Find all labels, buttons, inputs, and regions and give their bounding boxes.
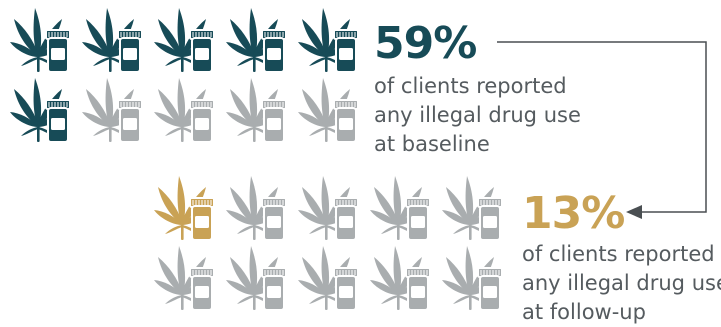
followup-icon-5-muted [440, 172, 510, 242]
cannabis-leaf-and-pill-bottle-icon [226, 8, 287, 73]
cannabis-leaf-and-pill-bottle-icon [298, 246, 359, 311]
cannabis-leaf-and-pill-bottle-icon [226, 246, 287, 311]
cannabis-leaf-and-pill-bottle-icon [370, 246, 431, 311]
baseline-caption-line-2: any illegal drug use [374, 103, 581, 127]
baseline-percent: 59% [374, 18, 477, 69]
cannabis-leaf-and-pill-bottle-icon [154, 176, 215, 241]
baseline-icon-5-highlighted [296, 4, 366, 74]
baseline-icon-3-highlighted [152, 4, 222, 74]
baseline-stat: 59% of clients reported any illegal drug… [374, 20, 581, 159]
cannabis-leaf-and-pill-bottle-icon [226, 78, 287, 143]
cannabis-leaf-and-pill-bottle-icon [10, 78, 71, 143]
followup-icon-1-highlighted [152, 172, 222, 242]
cannabis-leaf-and-pill-bottle-icon [370, 176, 431, 241]
cannabis-leaf-and-pill-bottle-icon [10, 8, 71, 73]
cannabis-leaf-and-pill-bottle-icon [298, 8, 359, 73]
followup-stat: 13% of clients reported any illegal drug… [522, 190, 721, 327]
followup-icon-7-muted [224, 242, 294, 312]
followup-icon-4-muted [368, 172, 438, 242]
followup-caption: of clients reported any illegal drug use… [522, 240, 721, 327]
cannabis-leaf-and-pill-bottle-icon [298, 78, 359, 143]
followup-icon-2-muted [224, 172, 294, 242]
cannabis-leaf-and-pill-bottle-icon [442, 176, 503, 241]
followup-caption-line-1: of clients reported [522, 242, 715, 266]
baseline-icon-2-highlighted [80, 4, 150, 74]
cannabis-leaf-and-pill-bottle-icon [154, 8, 215, 73]
cannabis-leaf-and-pill-bottle-icon [442, 246, 503, 311]
followup-icon-6-muted [152, 242, 222, 312]
baseline-caption-line-3: at baseline [374, 132, 490, 156]
followup-percent: 13% [522, 188, 625, 239]
followup-icon-3-muted [296, 172, 366, 242]
baseline-caption: of clients reported any illegal drug use… [374, 72, 581, 159]
cannabis-leaf-and-pill-bottle-icon [154, 246, 215, 311]
followup-caption-line-2: any illegal drug use [522, 271, 721, 295]
followup-icon-10-muted [440, 242, 510, 312]
baseline-icon-9-muted [224, 74, 294, 144]
cannabis-leaf-and-pill-bottle-icon [298, 176, 359, 241]
followup-icon-8-muted [296, 242, 366, 312]
cannabis-leaf-and-pill-bottle-icon [226, 176, 287, 241]
baseline-icon-10-muted [296, 74, 366, 144]
cannabis-leaf-and-pill-bottle-icon [154, 78, 215, 143]
baseline-icon-4-highlighted [224, 4, 294, 74]
baseline-icon-1-highlighted [8, 4, 78, 74]
baseline-icon-6-highlighted [8, 74, 78, 144]
baseline-icon-7-muted [80, 74, 150, 144]
cannabis-leaf-and-pill-bottle-icon [82, 8, 143, 73]
followup-caption-line-3: at follow-up [522, 300, 646, 324]
baseline-caption-line-1: of clients reported [374, 74, 567, 98]
followup-icon-9-muted [368, 242, 438, 312]
cannabis-leaf-and-pill-bottle-icon [82, 78, 143, 143]
baseline-icon-8-muted [152, 74, 222, 144]
